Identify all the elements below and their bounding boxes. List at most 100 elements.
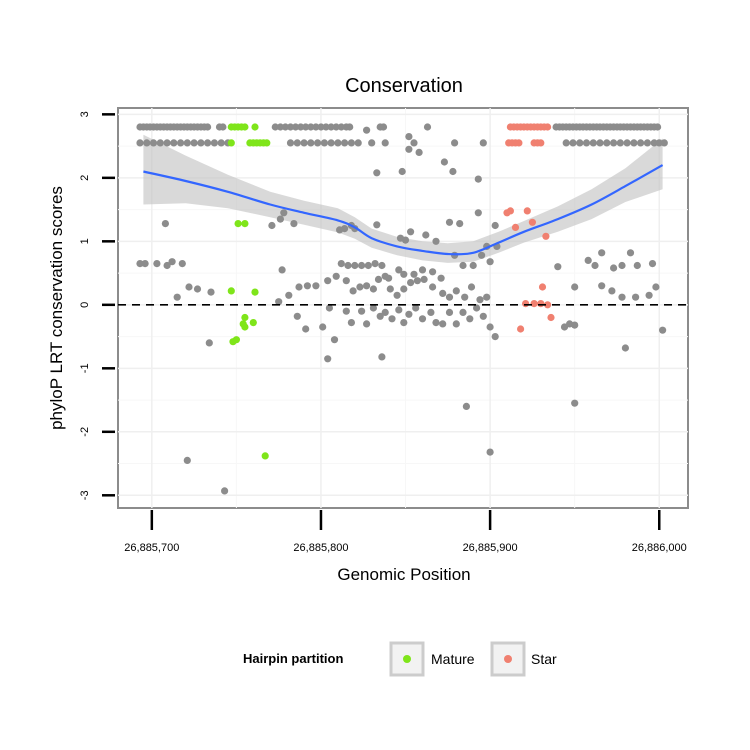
data-point-other <box>626 249 635 257</box>
y-tick-label: -3 <box>79 490 91 500</box>
data-point-other <box>437 274 445 282</box>
confidence-band <box>143 134 663 263</box>
data-point-other <box>349 287 357 295</box>
data-point-other <box>654 123 662 131</box>
data-point-other <box>307 139 315 147</box>
data-point-other <box>571 399 579 407</box>
data-point-other <box>373 169 381 177</box>
data-point-other <box>418 266 427 274</box>
data-point-other <box>386 285 394 293</box>
data-point-star <box>522 300 530 308</box>
data-point-other <box>474 209 482 217</box>
x-tick-label: 26,885,900 <box>463 542 518 554</box>
data-point-other <box>439 320 447 328</box>
data-point-other <box>320 139 328 147</box>
data-point-other <box>358 307 366 315</box>
data-point-other <box>190 139 198 147</box>
data-point-other <box>483 293 491 301</box>
data-point-star <box>517 325 525 333</box>
data-point-other <box>610 264 618 272</box>
data-point-other <box>451 251 459 259</box>
y-axis-title: phyloP LRT conservation scores <box>47 186 66 430</box>
data-point-other <box>461 293 469 301</box>
data-point-other <box>302 325 310 333</box>
data-point-other <box>571 321 579 329</box>
data-point-mature <box>241 313 249 322</box>
data-point-mature <box>227 139 235 147</box>
data-point-other <box>616 139 624 147</box>
data-point-other <box>405 310 413 318</box>
data-point-other <box>156 139 164 147</box>
data-point-other <box>183 456 191 464</box>
data-point-other <box>364 261 372 270</box>
data-point-mature <box>241 123 249 131</box>
data-point-other <box>486 448 494 456</box>
data-point-mature <box>241 323 249 331</box>
data-point-other <box>342 307 350 315</box>
data-point-other <box>193 285 202 293</box>
data-point-other <box>633 261 641 270</box>
data-point-other <box>221 487 229 495</box>
data-point-other <box>163 261 171 270</box>
data-point-other <box>374 275 383 283</box>
data-point-other <box>368 139 376 147</box>
data-point-other <box>415 148 423 156</box>
data-point-other <box>219 123 227 131</box>
data-point-other <box>324 355 332 363</box>
data-point-other <box>327 123 335 131</box>
data-point-other <box>317 123 325 131</box>
data-point-other <box>292 123 300 131</box>
data-point-star <box>515 139 523 147</box>
data-point-mature <box>229 338 237 346</box>
data-point-other <box>183 139 191 147</box>
data-point-other <box>405 133 413 141</box>
data-point-other <box>281 123 289 131</box>
data-point-other <box>381 308 389 316</box>
data-point-other <box>645 291 653 299</box>
data-point-other <box>373 221 381 229</box>
data-point-other <box>168 258 176 266</box>
data-point-other <box>271 123 279 131</box>
data-point-other <box>330 336 339 344</box>
data-point-other <box>400 319 408 327</box>
data-point-other <box>286 139 295 147</box>
data-point-other <box>268 221 276 230</box>
data-point-star <box>506 207 514 215</box>
data-point-other <box>413 277 421 285</box>
data-point-other <box>637 139 645 147</box>
data-point-mature <box>249 319 257 327</box>
data-point-other <box>650 139 658 147</box>
data-point-other <box>423 123 432 131</box>
chart-title: Conservation <box>345 75 463 97</box>
data-point-mature <box>241 220 249 228</box>
data-point-other <box>205 339 213 347</box>
data-point-other <box>440 158 448 166</box>
data-point-other <box>445 218 454 226</box>
data-point-other <box>589 139 597 147</box>
data-point-other <box>337 260 345 268</box>
data-point-other <box>170 139 178 147</box>
data-point-other <box>363 126 371 134</box>
data-point-other <box>341 225 349 233</box>
data-point-other <box>643 139 652 147</box>
y-tick-label: 2 <box>79 175 91 181</box>
data-point-mature <box>263 139 271 147</box>
data-point-other <box>621 344 630 352</box>
data-point-other <box>347 319 355 327</box>
data-point-other <box>378 261 386 270</box>
data-point-star <box>537 139 545 147</box>
data-point-other <box>369 285 377 293</box>
data-point-other <box>659 326 667 334</box>
data-point-other <box>630 139 638 147</box>
data-point-other <box>407 279 415 287</box>
data-point-other <box>569 139 577 147</box>
data-point-star <box>530 300 538 308</box>
data-point-star <box>538 283 547 291</box>
data-point-other <box>204 139 212 147</box>
axes: 3 2 1 0 -1 -2 -3 26,885,700 26,885,800 26,885,900… <box>79 111 687 554</box>
data-point-other <box>449 167 457 176</box>
data-point-other <box>354 139 362 147</box>
data-point-other <box>648 260 657 268</box>
data-point-other <box>554 263 562 271</box>
